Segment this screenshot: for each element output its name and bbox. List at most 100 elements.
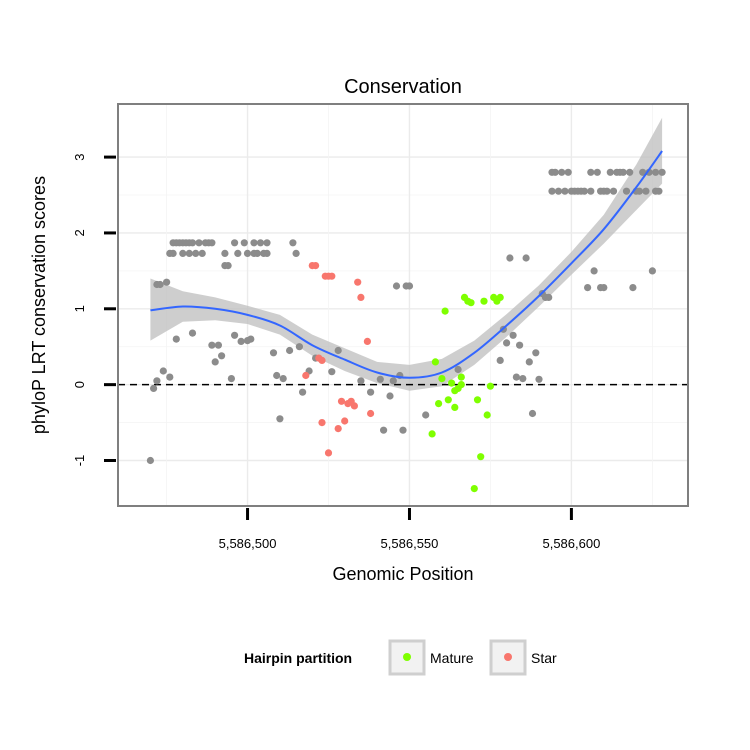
data-point-other	[519, 375, 527, 383]
legend-title: Hairpin partition	[244, 650, 352, 666]
data-point-other	[554, 187, 563, 195]
chart-title: Conservation	[344, 76, 462, 98]
y-tick-label: 3	[72, 153, 87, 160]
y-tick-label: -1	[72, 455, 87, 467]
data-point-mature	[480, 297, 488, 305]
data-point-other	[509, 331, 517, 339]
data-point-other	[159, 367, 167, 375]
data-point-other	[253, 249, 261, 257]
data-point-other	[635, 187, 644, 195]
data-point-other	[153, 377, 161, 385]
data-point-other	[156, 280, 164, 289]
y-tick-label: 2	[72, 229, 87, 236]
data-point-other	[655, 187, 663, 195]
data-point-other	[218, 352, 226, 360]
data-point-other	[386, 392, 394, 400]
data-point-other	[237, 337, 245, 345]
data-point-other	[626, 168, 634, 176]
loess-smooth-line	[150, 150, 663, 379]
data-point-other	[172, 335, 180, 343]
data-point-other	[376, 375, 384, 383]
data-point-other	[295, 343, 303, 351]
data-point-other	[163, 278, 171, 286]
series-mature	[428, 293, 504, 493]
data-point-other	[587, 187, 595, 195]
data-point-mature	[428, 430, 436, 438]
smooth-line-layer	[150, 150, 663, 379]
data-point-other	[166, 373, 174, 381]
data-point-other	[231, 331, 239, 339]
legend-label-star: Star	[531, 650, 557, 666]
data-point-other	[263, 239, 271, 247]
points-layer	[146, 168, 666, 493]
data-point-other	[198, 249, 206, 257]
data-point-star	[350, 402, 358, 410]
data-point-other	[234, 249, 242, 257]
x-axis-title: Genomic Position	[332, 564, 473, 584]
axes: -1 0 1 2 3 5,586,500 5,586,550 5,586,600	[72, 153, 600, 551]
data-point-other	[224, 262, 232, 270]
data-point-other	[214, 341, 222, 349]
data-point-other	[188, 239, 197, 247]
data-point-other	[357, 377, 365, 385]
data-point-other	[535, 375, 543, 383]
data-point-other	[603, 187, 611, 195]
data-point-star	[334, 425, 342, 433]
data-point-other	[561, 187, 569, 195]
data-point-star	[367, 409, 375, 418]
data-point-other	[221, 249, 229, 257]
data-point-mature	[483, 411, 491, 419]
data-point-star	[357, 293, 365, 301]
y-axis-title: phyloP LRT conservation scores	[29, 176, 49, 434]
data-point-mature	[473, 396, 482, 404]
data-point-other	[179, 249, 187, 257]
data-point-other	[211, 358, 219, 366]
data-point-other	[243, 249, 252, 257]
x-tick-label: 5,586,600	[542, 536, 600, 551]
confidence-ribbon-layer	[150, 117, 663, 391]
series-other	[146, 168, 666, 465]
data-point-other	[195, 239, 203, 247]
data-point-mature	[448, 379, 456, 387]
data-point-other	[584, 284, 592, 292]
data-point-star	[337, 397, 346, 405]
data-point-other	[240, 239, 248, 247]
data-point-other	[405, 282, 414, 290]
data-point-other	[422, 411, 430, 419]
data-point-other	[622, 187, 631, 195]
data-point-other	[250, 239, 258, 247]
data-point-other	[192, 249, 200, 257]
data-point-other	[652, 168, 660, 176]
data-point-other	[503, 339, 511, 347]
data-point-other	[580, 187, 589, 195]
data-point-other	[276, 415, 284, 423]
legend-dot-mature	[403, 653, 411, 661]
confidence-ribbon	[150, 117, 663, 391]
data-point-mature	[451, 403, 459, 411]
data-point-other	[629, 284, 637, 292]
data-point-other	[380, 426, 388, 434]
data-point-mature	[438, 375, 446, 383]
data-point-other	[609, 187, 618, 195]
x-tick-label: 5,586,500	[219, 536, 277, 551]
data-point-other	[279, 375, 287, 383]
y-tick-label: 1	[72, 305, 87, 312]
data-point-other	[292, 249, 300, 257]
data-point-star	[363, 337, 371, 345]
legend: Hairpin partition Mature Star	[244, 639, 557, 676]
data-point-other	[269, 349, 278, 357]
data-point-other	[639, 168, 647, 176]
data-point-star	[318, 419, 326, 427]
data-point-other	[256, 239, 265, 247]
data-point-other	[516, 341, 524, 349]
data-point-star	[318, 356, 326, 364]
data-point-other	[389, 377, 397, 385]
data-point-other	[328, 368, 336, 376]
data-point-other	[658, 168, 666, 176]
x-tick-label: 5,586,550	[381, 536, 439, 551]
data-point-other	[600, 284, 608, 292]
data-point-other	[642, 187, 650, 195]
data-point-other	[496, 356, 504, 364]
data-point-mature	[477, 453, 485, 461]
